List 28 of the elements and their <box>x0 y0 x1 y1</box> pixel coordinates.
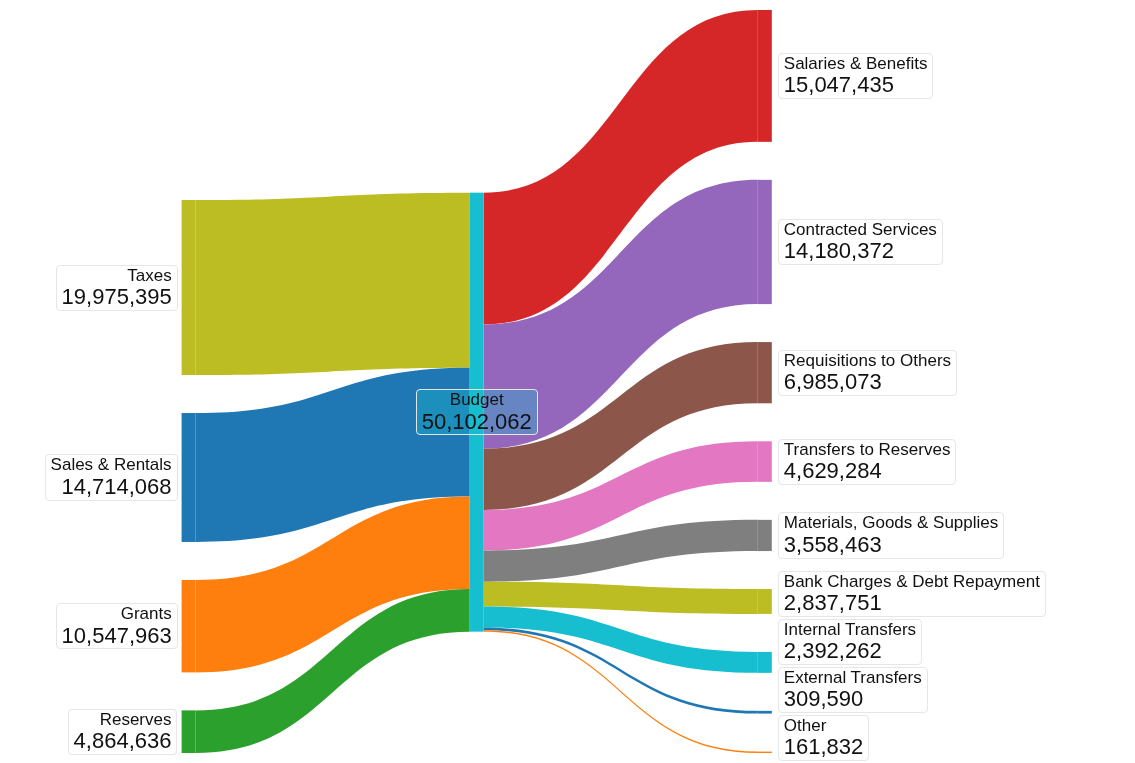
data-label: 10,547,963 <box>61 622 172 648</box>
category-label: Requisitions to Others <box>783 350 952 371</box>
category-label: Contracted Services <box>783 219 937 240</box>
data-label: 4,629,284 <box>783 457 883 483</box>
category-label: Budget <box>448 390 505 410</box>
category-label: Transfers to Reserves <box>783 439 951 459</box>
category-label: Sales & Rentals <box>50 455 172 475</box>
category-label: Other <box>783 716 828 736</box>
data-label: 14,714,068 <box>60 473 172 499</box>
data-label: 14,180,372 <box>783 238 895 264</box>
data-label: 4,864,636 <box>73 728 172 754</box>
category-label: Reserves <box>98 709 172 730</box>
category-label: Internal Transfers <box>783 620 917 640</box>
data-label: 19,975,395 <box>61 283 172 309</box>
data-label: 2,837,751 <box>783 590 883 616</box>
data-label: 3,558,463 <box>783 531 883 557</box>
category-label: Taxes <box>126 265 172 285</box>
category-label: Salaries & Benefits <box>783 53 928 74</box>
category-label: Bank Charges & Debt Repayment <box>783 572 1040 592</box>
category-label: External Transfers <box>783 668 922 688</box>
category-label: Grants <box>119 604 172 624</box>
data-label: 6,985,073 <box>783 369 883 395</box>
category-label: Materials, Goods & Supplies <box>783 513 999 533</box>
data-label: 309,590 <box>783 686 865 712</box>
data-label: 2,392,262 <box>783 638 883 664</box>
data-label: 15,047,435 <box>783 72 895 98</box>
data-label: 50,102,062 <box>421 408 532 434</box>
data-label: 161,832 <box>783 734 864 760</box>
